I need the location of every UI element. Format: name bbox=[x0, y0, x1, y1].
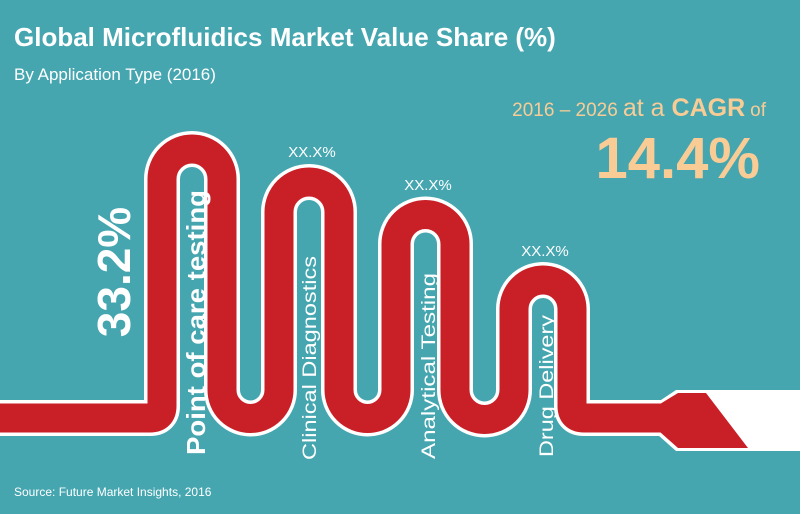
value-label-clinical-diagnostics: XX.X% bbox=[288, 144, 336, 161]
cagr-word: CAGR bbox=[672, 94, 746, 122]
value-label-analytical-testing: XX.X% bbox=[404, 177, 452, 194]
chart-title: Global Microfluidics Market Value Share … bbox=[14, 22, 556, 52]
source-note: Source: Future Market Insights, 2016 bbox=[14, 485, 212, 499]
value-label-point-of-care: 33.2% bbox=[88, 207, 140, 337]
cagr-value: 14.4% bbox=[596, 126, 760, 191]
category-label-drug-delivery: Drug Delivery bbox=[537, 314, 558, 457]
category-label-clinical-diagnostics: Clinical Diagnostics bbox=[300, 256, 321, 460]
nozzle bbox=[660, 393, 748, 448]
category-label-analytical-testing: Analytical Testing bbox=[419, 273, 440, 459]
cagr-line: 2016 – 2026 at a CAGR of bbox=[512, 94, 767, 122]
category-label-point-of-care: Point of care testing bbox=[181, 190, 211, 455]
cagr-at-a: at a bbox=[623, 94, 665, 122]
pipe bbox=[0, 131, 753, 451]
chart-subtitle: By Application Type (2016) bbox=[14, 65, 216, 84]
cagr-of: of bbox=[750, 100, 767, 121]
value-label-drug-delivery: XX.X% bbox=[521, 243, 569, 260]
cagr-years: 2016 – 2026 bbox=[512, 100, 618, 121]
pipe-outlet bbox=[707, 390, 800, 451]
pipe-fill bbox=[0, 134, 672, 434]
